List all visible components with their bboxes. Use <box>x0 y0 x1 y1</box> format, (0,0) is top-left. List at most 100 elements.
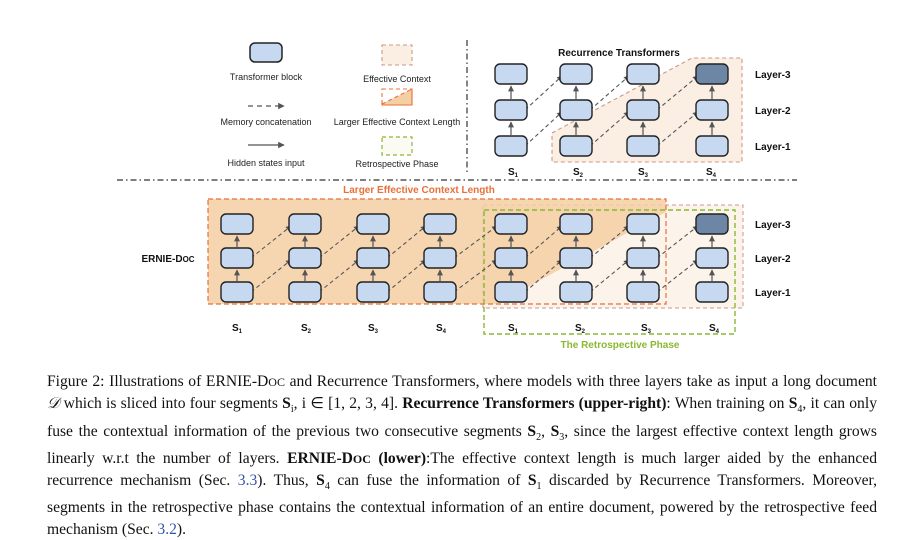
recurrence-segment-labels: S1 S2 S3 S4 <box>508 167 717 179</box>
recurrence-memory-arrow <box>524 75 563 111</box>
legend: Transformer block Memory concatenation H… <box>220 42 460 169</box>
ernie-transformer-block <box>356 247 390 269</box>
figure-caption: Figure 2: Illustrations of ERNIE-DOC and… <box>47 373 878 538</box>
recurrence-transformer-block <box>494 63 528 85</box>
ernie-memory-arrow <box>656 225 699 259</box>
legend-larger-context-icon <box>381 88 413 106</box>
ernie-layer-labels: Layer-3 Layer-2 Layer-1 <box>755 220 791 299</box>
recurrence-transformer-block <box>494 135 528 157</box>
ernie-memory-arrow <box>318 225 360 259</box>
recurrence-segment-label: S1 <box>508 167 519 179</box>
recurrence-memory-arrow <box>589 75 630 111</box>
ernie-blocks <box>220 213 729 303</box>
ernie-segment-label: S1 <box>508 323 519 335</box>
ernie-transformer-block <box>559 247 593 269</box>
legend-retrospective-label: Retrospective Phase <box>355 159 438 169</box>
ernie-transformer-block <box>494 281 528 303</box>
ernie-transformer-block <box>626 281 660 303</box>
ernie-segment-labels: S1 S2 S3 S4 S1 S2 S3 S4 <box>232 323 720 335</box>
ernie-memory-arrow <box>453 225 498 259</box>
recurrence-memory-arrow <box>656 111 699 147</box>
ernie-segment-label: S4 <box>436 323 447 335</box>
recurrence-layer-1-label: Layer-1 <box>755 142 791 153</box>
legend-retrospective-icon <box>381 136 413 156</box>
ernie-transformer-block <box>494 213 528 235</box>
ernie-memory-arrow <box>524 225 563 259</box>
recurrence-layer-labels: Layer-3 Layer-2 Layer-1 <box>755 70 791 153</box>
section-link[interactable]: 3.3 <box>237 472 258 490</box>
legend-transformer-block-icon <box>249 42 283 63</box>
ernie-transformer-block <box>288 247 322 269</box>
ernie-memory-arrow <box>453 259 498 293</box>
recurrence-layer-3-label: Layer-3 <box>755 70 791 81</box>
recurrence-memory-arrow <box>524 111 563 147</box>
legend-hidden-label: Hidden states input <box>227 158 305 168</box>
recurrence-transformer-block <box>626 99 660 121</box>
recurrence-transformer-block <box>559 63 593 85</box>
ernie-doc-panel: Larger Effective Context Length ERNIE-DO… <box>141 185 791 351</box>
recurrence-segment-label: S4 <box>706 167 717 179</box>
ernie-memory-arrow <box>589 225 630 259</box>
ernie-retrospective-region <box>483 209 736 335</box>
recurrence-layer-2-label: Layer-2 <box>755 106 791 117</box>
recurrence-transformer-block <box>494 99 528 121</box>
ernie-transformer-block <box>559 213 593 235</box>
ernie-transformer-block <box>423 213 457 235</box>
ernie-transformer-block <box>423 247 457 269</box>
legend-effective-context-icon <box>381 44 413 66</box>
ernie-memory-arrow <box>250 259 292 293</box>
ernie-transformer-block <box>494 247 528 269</box>
ernie-transformer-block <box>220 247 254 269</box>
recurrence-transformers-panel: Recurrence Transformers Layer-3 Layer-2 … <box>494 48 791 179</box>
recurrence-memory-arrow <box>589 111 630 147</box>
ernie-transformer-block <box>559 281 593 303</box>
ernie-segment-label: S3 <box>368 323 379 335</box>
recurrence-segment-label: S2 <box>573 167 584 179</box>
recurrence-transformer-block <box>559 99 593 121</box>
ernie-transformer-block <box>356 281 390 303</box>
recurrence-blocks <box>494 63 729 157</box>
ernie-transformer-block <box>695 281 729 303</box>
ernie-layer-1-label: Layer-1 <box>755 288 791 299</box>
ernie-segment-label: S2 <box>575 323 586 335</box>
ernie-segment-label: S2 <box>301 323 312 335</box>
ernie-transformer-block <box>626 247 660 269</box>
ernie-retrospective-label: The Retrospective Phase <box>561 340 680 351</box>
recurrence-transformer-block <box>559 135 593 157</box>
legend-memory-label: Memory concatenation <box>220 117 311 127</box>
ernie-transformer-block <box>220 213 254 235</box>
architecture-figure: Transformer block Memory concatenation H… <box>117 40 797 351</box>
ernie-doc-label: ERNIE-DOC <box>141 254 194 265</box>
ernie-memory-arrow <box>318 259 360 293</box>
ernie-segment-label: S1 <box>232 323 243 335</box>
recurrence-transformer-block <box>695 99 729 121</box>
section-link[interactable]: 3.2 <box>157 520 177 538</box>
ernie-memory-arrow <box>386 225 427 259</box>
ernie-layer-3-label: Layer-3 <box>755 220 791 231</box>
recurrence-transformer-block <box>626 135 660 157</box>
ernie-segment-label: S4 <box>709 323 720 335</box>
ernie-transformer-block <box>626 213 660 235</box>
recurrence-segment-label: S3 <box>638 167 649 179</box>
ernie-transformer-block <box>695 213 729 235</box>
ernie-memory-arrow <box>250 225 292 259</box>
ernie-transformer-block <box>423 281 457 303</box>
recurrence-title: Recurrence Transformers <box>558 48 680 59</box>
ernie-transformer-block <box>288 281 322 303</box>
legend-effective-context-label: Effective Context <box>363 74 431 84</box>
ernie-memory-arrow <box>524 259 563 293</box>
recurrence-memory-arrow <box>656 75 699 111</box>
legend-larger-context-label: Larger Effective Context Length <box>334 117 460 127</box>
ernie-memory-arrow <box>656 259 699 293</box>
ernie-transformer-block <box>220 281 254 303</box>
legend-transformer-block-label: Transformer block <box>230 72 303 82</box>
ernie-transformer-block <box>288 213 322 235</box>
ernie-transformer-block <box>356 213 390 235</box>
recurrence-transformer-block <box>626 63 660 85</box>
ernie-layer-2-label: Layer-2 <box>755 254 791 265</box>
recurrence-transformer-block <box>695 135 729 157</box>
ernie-banner-label: Larger Effective Context Length <box>343 185 495 196</box>
ernie-transformer-block <box>695 247 729 269</box>
ernie-memory-arrow <box>589 259 630 293</box>
ernie-memory-arrow <box>386 259 427 293</box>
